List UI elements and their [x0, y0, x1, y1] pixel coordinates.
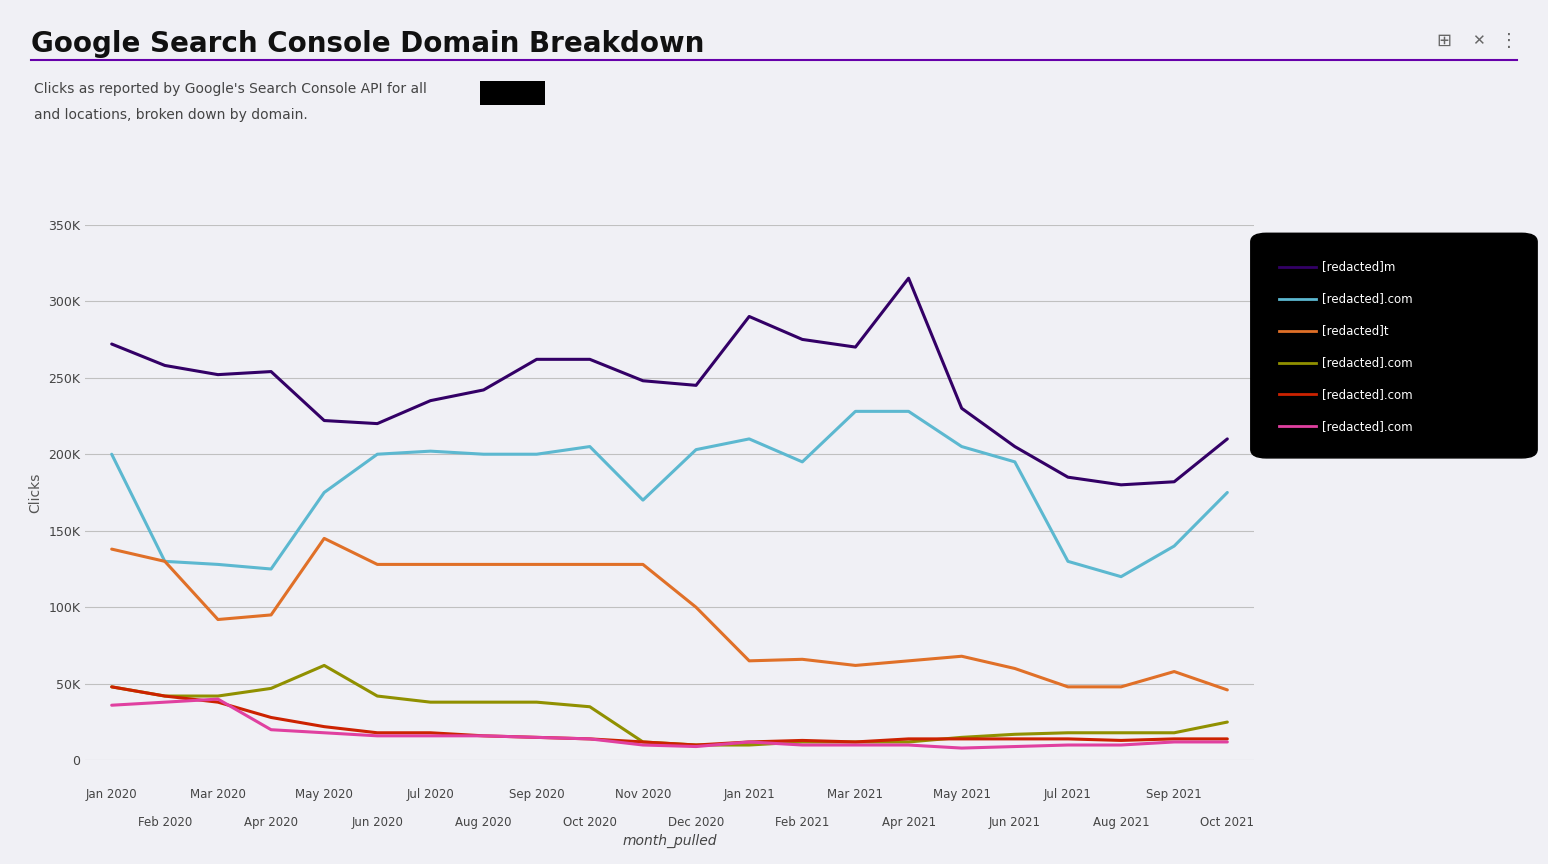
Text: Jan 2021: Jan 2021: [723, 788, 776, 801]
Text: Google Search Console Domain Breakdown: Google Search Console Domain Breakdown: [31, 30, 704, 58]
Text: May 2020: May 2020: [296, 788, 353, 801]
Text: Dec 2020: Dec 2020: [667, 816, 724, 829]
Text: Mar 2021: Mar 2021: [828, 788, 884, 801]
Text: Feb 2020: Feb 2020: [138, 816, 192, 829]
Text: Oct 2020: Oct 2020: [563, 816, 616, 829]
Text: Sep 2021: Sep 2021: [1147, 788, 1203, 801]
Text: Jun 2020: Jun 2020: [351, 816, 404, 829]
Text: [redacted].com: [redacted].com: [1322, 356, 1413, 369]
Y-axis label: Clicks: Clicks: [29, 473, 43, 512]
Text: [redacted].com: [redacted].com: [1322, 292, 1413, 305]
Text: Mar 2020: Mar 2020: [190, 788, 246, 801]
Text: Aug 2021: Aug 2021: [1093, 816, 1149, 829]
Text: Jul 2020: Jul 2020: [407, 788, 454, 801]
Text: Clicks as reported by Google's Search Console API for all: Clicks as reported by Google's Search Co…: [34, 82, 427, 96]
Text: ✕: ✕: [1472, 33, 1485, 48]
Text: Apr 2020: Apr 2020: [245, 816, 299, 829]
Text: [redacted]t: [redacted]t: [1322, 324, 1389, 337]
Text: Nov 2020: Nov 2020: [615, 788, 672, 801]
Text: Feb 2021: Feb 2021: [776, 816, 830, 829]
Text: month_pulled: month_pulled: [622, 835, 717, 848]
Text: Aug 2020: Aug 2020: [455, 816, 512, 829]
Text: Jun 2021: Jun 2021: [989, 816, 1040, 829]
Text: Jul 2021: Jul 2021: [1043, 788, 1091, 801]
Text: Oct 2021: Oct 2021: [1200, 816, 1254, 829]
Text: [redacted]m: [redacted]m: [1322, 260, 1395, 273]
Text: May 2021: May 2021: [933, 788, 991, 801]
Text: and locations, broken down by domain.: and locations, broken down by domain.: [34, 108, 308, 122]
Text: ⊞: ⊞: [1437, 32, 1452, 49]
Text: ⋮: ⋮: [1500, 32, 1519, 49]
Text: Jan 2020: Jan 2020: [85, 788, 138, 801]
Text: Apr 2021: Apr 2021: [881, 816, 935, 829]
Text: Sep 2020: Sep 2020: [509, 788, 565, 801]
Text: [redacted].com: [redacted].com: [1322, 420, 1413, 433]
Text: [redacted].com: [redacted].com: [1322, 388, 1413, 401]
